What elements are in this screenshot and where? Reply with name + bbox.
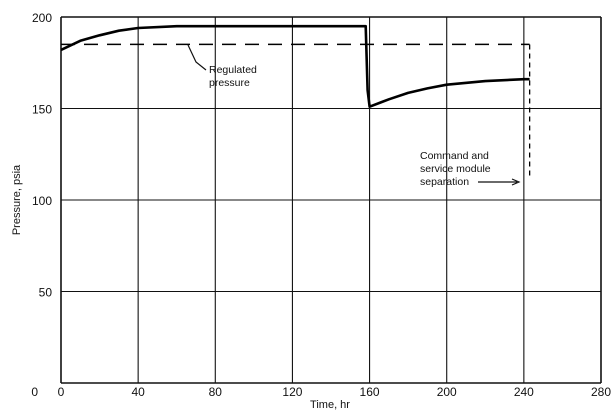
series-group: [60, 24, 531, 179]
regulated-label-line-2: pressure: [209, 77, 250, 89]
separation-label-line-1: Command and: [420, 150, 489, 162]
annotations: Regulated pressure Command and service m…: [187, 44, 521, 188]
separation-arrow: [478, 178, 521, 186]
tank-pressure-line: [60, 24, 530, 108]
separation-label-line-3: separation: [420, 176, 469, 188]
y-tick-label: 150: [32, 103, 52, 117]
grid: [60, 16, 602, 384]
x-tick-label: 80: [209, 385, 223, 399]
regulated-label-line-1: Regulated: [209, 64, 257, 76]
x-tick-label: 120: [282, 385, 302, 399]
x-tick-label: 200: [437, 385, 457, 399]
x-tick-label: 160: [360, 385, 380, 399]
regulated-leader-line: [187, 44, 207, 71]
y-axis-label: Pressure, psia: [11, 164, 23, 235]
separation-label-line-2: service module: [420, 163, 491, 175]
y-tick-label: 200: [32, 11, 52, 25]
tick-labels: 0 40 80 120 160 200 240 280 0 50 100 150 200: [31, 11, 611, 399]
x-tick-label: 0: [58, 385, 65, 399]
x-tick-label: 280: [591, 385, 611, 399]
y-tick-label: 100: [32, 194, 52, 208]
y-tick-label: 0: [31, 385, 38, 399]
x-tick-label: 240: [514, 385, 534, 399]
x-axis-label: Time, hr: [310, 399, 350, 411]
y-tick-label: 50: [39, 286, 53, 300]
x-tick-label: 40: [131, 385, 145, 399]
